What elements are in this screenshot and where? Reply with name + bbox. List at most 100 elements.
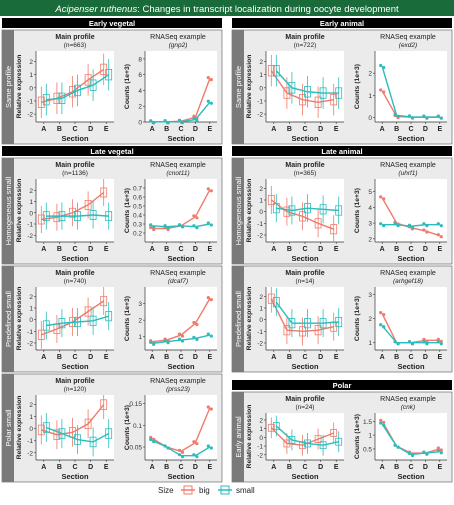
rnaseq-xlabel: Section [397,362,425,371]
rnaseq-ytick-label: 0.4 [133,213,142,220]
main-big-box [330,224,338,235]
main-xtick-label: D [88,246,93,253]
rnaseq-big-point [439,339,443,343]
main-ytick-label: 2 [29,188,33,195]
row-strip [2,266,14,372]
main-ylabel: Relative expression [16,55,23,119]
panel-ev-same: Same profile Main profile(n=663) RNASeq ex… [1,29,223,145]
main-xlabel: Section [291,254,319,263]
rnaseq-ylabel: Counts (1e+3) [354,64,361,109]
rnaseq-xtick-label: C [178,464,183,471]
rnaseq-small-point [149,340,153,344]
rnaseq-ytick-label: 8 [138,56,142,63]
rnaseq-ytick-label: 0.6 [133,195,142,202]
main-ytick-label: 1 [259,198,263,205]
rnaseq-small-point [149,437,153,442]
panel-lv-homog: Homogeneous small Main profile(n=1136) RNA… [1,157,223,265]
rnaseq-ytick-label: 2 [368,71,372,78]
main-big-box [37,424,45,436]
rnaseq-small-point [149,223,153,227]
rnaseq-small-point [439,224,443,228]
rnaseq-big-point [439,448,443,452]
row-label: Homogeneous small [234,176,243,245]
rnaseq-small-point [379,63,383,68]
main-xtick-label: D [318,464,323,471]
rnaseq-xtick-label: E [207,354,212,361]
main-ylabel: Relative expression [16,396,23,460]
header-bar [0,0,454,16]
rnaseq-xtick-label: D [193,354,198,361]
rnaseq-gene: (exd2) [399,42,417,49]
main-xlabel: Section [291,134,319,143]
main-ytick-label: 1 [259,72,263,79]
main-small-trend [46,426,110,443]
main-big-trend [270,199,334,230]
main-xtick-label: A [41,246,46,253]
main-xtick-label: E [104,464,109,471]
main-big-box [267,293,275,304]
legend: Size big small [158,485,255,495]
rnaseq-title: RNASeq example [380,34,436,41]
rnaseq-small-curve [152,223,210,228]
main-xlabel: Section [291,362,319,371]
row-label: Same profile [234,66,243,108]
rnaseq-small-curve [152,101,211,123]
rnaseq-small-point [439,451,443,455]
rnaseq-small-curve [152,334,210,345]
rnaseq-gene: (arhgef18) [393,278,423,285]
rnaseq-plot-area [375,287,447,350]
main-small-box [58,428,66,439]
main-ytick-label: 2 [259,294,263,301]
section-bar-early-animal [232,18,452,28]
section-title-early-animal: Early animal [320,19,364,28]
main-xtick-label: A [41,126,46,133]
main-xtick-label: B [57,354,62,361]
main-big-box [84,199,92,210]
section-bar-early-vegetal [2,18,222,28]
main-ytick-label: -2 [257,341,263,348]
rnaseq-xtick-label: E [207,246,212,253]
rnaseq-small-point [439,342,443,346]
rnaseq-big-curve [381,197,441,237]
main-small-box [105,428,113,439]
main-xlabel: Section [61,362,89,371]
rnaseq-ytick-label: 0.1 [133,423,142,430]
main-title: Main profile [285,162,324,169]
main-count: (n=24) [296,404,315,411]
rnaseq-ytick-label: 0 [368,115,372,122]
rnaseq-big-point [195,442,199,446]
main-xtick-label: C [72,464,77,471]
main-ylabel: Relative expression [246,179,253,243]
row-label: Early animal [234,416,243,458]
main-ytick-label: -1 [27,222,33,229]
main-xtick-label: B [287,126,292,133]
main-small-box [74,84,81,97]
panel-la-predef: Predefined small Main profile(n=14) RNASeq… [231,265,453,373]
rnaseq-big-point [195,322,199,327]
rnaseq-xtick-label: A [150,464,155,471]
main-xtick-label: A [271,464,276,471]
main-ytick-label: 2 [29,402,33,409]
rnaseq-small-point [379,323,383,327]
rnaseq-small-point [379,421,383,425]
panel-la-homog: Homogeneous small Main profile(n=365) RNAS… [231,157,453,265]
rnaseq-ylabel: Counts (1e+3) [354,296,361,341]
main-xtick-label: C [302,354,307,361]
main-small-trend [46,74,110,101]
main-ytick-label: -1 [257,98,263,105]
rnaseq-title: RNASeq example [380,270,436,277]
main-big-trend [41,404,105,436]
main-small-box [272,297,280,308]
main-xtick-label: B [57,464,62,471]
main-ytick-label: 0 [29,210,33,217]
main-title: Main profile [55,270,94,277]
rnaseq-big-point [149,225,153,230]
rnaseq-ytick-label: 0.7 [133,186,142,193]
rnaseq-xtick-label: D [423,354,428,361]
main-xtick-label: C [302,464,307,471]
main-big-box [84,418,92,430]
rnaseq-ytick-label: 0 [138,120,142,127]
main-xtick-label: C [302,246,307,253]
